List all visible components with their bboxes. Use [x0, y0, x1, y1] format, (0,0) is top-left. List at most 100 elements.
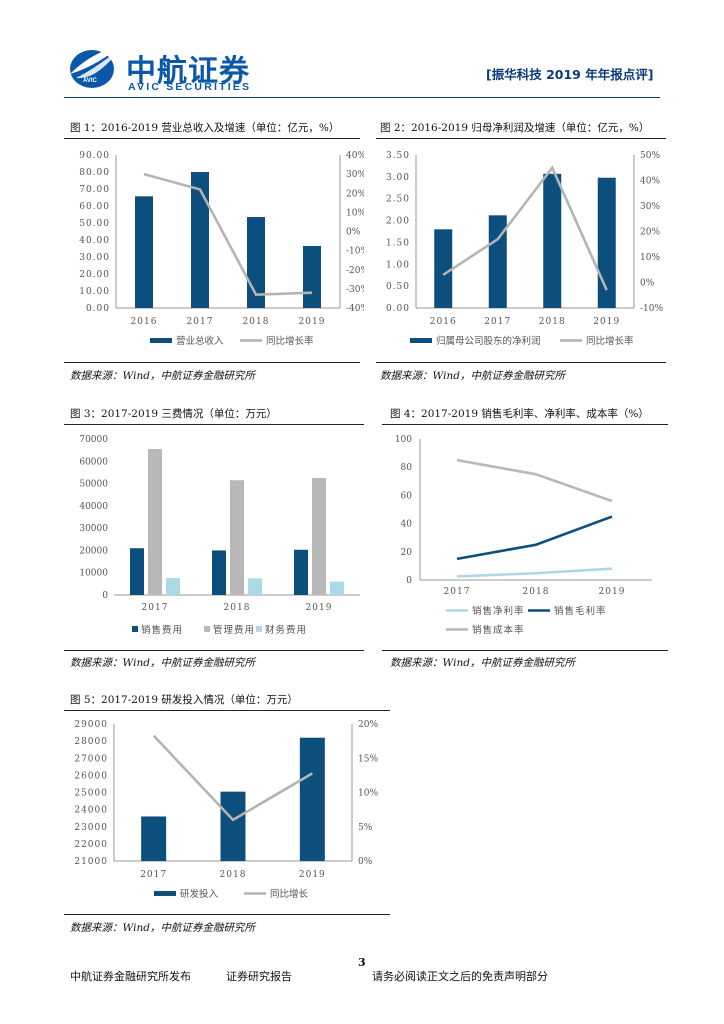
y-left-tick-label: 0.00 — [86, 304, 110, 314]
legend-label: 财务费用 — [265, 624, 307, 636]
y-tick-label: 40000 — [79, 502, 108, 512]
y-left-tick-label: 28000 — [74, 737, 108, 747]
y-right-tick-label: -30% — [346, 285, 364, 295]
series-line — [456, 567, 613, 578]
bar — [312, 478, 326, 595]
x-tick-label: 2017 — [187, 317, 214, 327]
figure-2-bottom-rule — [376, 362, 666, 363]
legend-swatch — [204, 626, 210, 632]
y-right-tick-label: -10% — [640, 304, 663, 314]
y-tick-label: 0 — [406, 576, 412, 586]
bar — [148, 449, 162, 595]
legend-label: 销售净利率 — [472, 605, 525, 617]
y-tick-label: 100 — [395, 435, 412, 445]
x-tick-label: 2018 — [224, 603, 251, 613]
legend-label: 销售毛利率 — [554, 605, 607, 617]
y-right-tick-label: -10% — [346, 247, 364, 257]
y-left-tick-label: 25000 — [74, 789, 108, 799]
legend-swatch — [256, 626, 262, 632]
y-right-tick-label: 15% — [358, 754, 378, 764]
x-tick-label: 2019 — [306, 603, 333, 613]
series-line — [456, 458, 613, 503]
x-tick-label: 2017 — [444, 587, 471, 597]
y-right-tick-label: 10% — [640, 253, 660, 263]
x-tick-label: 2019 — [299, 317, 326, 327]
legend-label-line: 同比增长率 — [266, 335, 314, 347]
y-tick-label: 60 — [401, 491, 413, 501]
growth-line — [152, 734, 313, 822]
figure-1-title: 图 1：2016-2019 营业总收入及增速（单位：亿元，%） — [70, 122, 340, 134]
figure-3-title: 图 3：2017-2019 三费情况（单位：万元） — [70, 408, 277, 420]
y-right-tick-label: 5% — [358, 823, 373, 833]
figure-2-chart: 0.00 0.50 1.00 1.50 2.00 2.50 3.00 3.50 -10% 0% 10… — [386, 151, 664, 347]
y-left-tick-label: 2.50 — [386, 195, 410, 205]
y-left-tick-label: 70.00 — [79, 185, 110, 195]
legend-label-bar: 归属母公司股东的净利润 — [436, 335, 541, 347]
x-tick-label: 2017 — [142, 603, 169, 613]
x-tick-label: 2018 — [523, 587, 550, 597]
y-tick-label: 20000 — [79, 546, 108, 556]
y-left-tick-label: 60.00 — [79, 202, 110, 212]
legend-swatch-bar — [150, 338, 172, 343]
legend-label-line: 同比增长率 — [586, 335, 634, 347]
y-right-tick-label: 30% — [346, 170, 364, 180]
logo-english-name: AVIC SECURITIES — [128, 81, 252, 93]
y-left-tick-label: 21000 — [74, 857, 108, 867]
growth-line — [143, 172, 313, 296]
bar — [212, 550, 226, 595]
bar — [191, 172, 209, 308]
figure-5-bottom-rule — [64, 914, 390, 915]
figure-4-top-rule — [382, 424, 668, 425]
x-tick-label: 2018 — [220, 870, 247, 880]
figure-4-bottom-rule — [382, 650, 668, 651]
x-tick-label: 2017 — [140, 870, 167, 880]
x-tick-label: 2019 — [299, 870, 326, 880]
y-right-tick-label: 0% — [640, 279, 655, 289]
y-left-tick-label: 3.50 — [386, 151, 410, 161]
y-left-tick-label: 23000 — [74, 823, 108, 833]
x-tick-label: 2019 — [599, 587, 626, 597]
y-right-tick-label: 20% — [346, 189, 364, 199]
footer-publisher: 中航证券金融研究所发布 — [70, 970, 191, 983]
y-left-tick-label: 0.50 — [386, 282, 410, 292]
figure-3-chart: 0 10000 20000 30000 40000 50000 60000 70000 2017… — [79, 435, 360, 636]
x-tick-label: 2019 — [593, 317, 620, 327]
avic-logo-icon: AVIC — [70, 46, 120, 88]
y-left-tick-label: 0.00 — [386, 304, 410, 314]
y-right-tick-label: 20% — [640, 228, 660, 238]
figure-3-source: 数据来源：Wind，中航证券金融研究所 — [70, 657, 255, 669]
legend-label: 销售成本率 — [472, 624, 525, 636]
figure-1-chart: 0.00 10.00 20.00 30.00 40.00 50.00 60.00 70.00 8… — [79, 151, 364, 347]
y-right-tick-label: -40% — [346, 304, 364, 314]
y-right-tick-label: 40% — [346, 151, 364, 161]
y-left-tick-label: 1.00 — [386, 260, 410, 270]
y-tick-label: 10000 — [79, 569, 108, 579]
y-right-tick-label: 0% — [358, 857, 373, 867]
y-left-tick-label: 26000 — [74, 771, 108, 781]
y-left-tick-label: 27000 — [74, 754, 108, 764]
bar — [303, 245, 321, 308]
y-left-tick-label: 10.00 — [79, 287, 110, 297]
figure-4-source: 数据来源：Wind，中航证券金融研究所 — [390, 657, 575, 669]
y-left-tick-label: 3.00 — [386, 173, 410, 183]
x-tick-label: 2018 — [243, 317, 270, 327]
y-right-tick-label: 10% — [358, 789, 378, 799]
y-right-tick-label: 30% — [640, 202, 660, 212]
y-right-tick-label: 10% — [346, 208, 364, 218]
legend-label-bar: 营业总收入 — [176, 335, 224, 347]
figure-5-title: 图 5：2017-2019 研发投入情况（单位：万元） — [70, 694, 298, 706]
y-right-tick-label: 20% — [358, 720, 378, 730]
y-left-tick-label: 30.00 — [79, 253, 110, 263]
figure-5-top-rule — [64, 710, 390, 711]
y-left-tick-label: 2.00 — [386, 217, 410, 227]
bar — [248, 578, 262, 595]
figure-1-source: 数据来源：Wind，中航证券金融研究所 — [70, 370, 255, 382]
y-right-tick-label: 40% — [640, 177, 660, 187]
y-right-tick-label: 50% — [640, 151, 660, 161]
bar — [294, 549, 308, 595]
figure-1-top-rule — [64, 138, 360, 139]
bar — [299, 737, 325, 861]
y-left-tick-label: 90.00 — [79, 151, 110, 161]
footer-report-type: 证券研究报告 — [226, 970, 292, 983]
avic-logo-mark: AVIC — [83, 78, 98, 84]
